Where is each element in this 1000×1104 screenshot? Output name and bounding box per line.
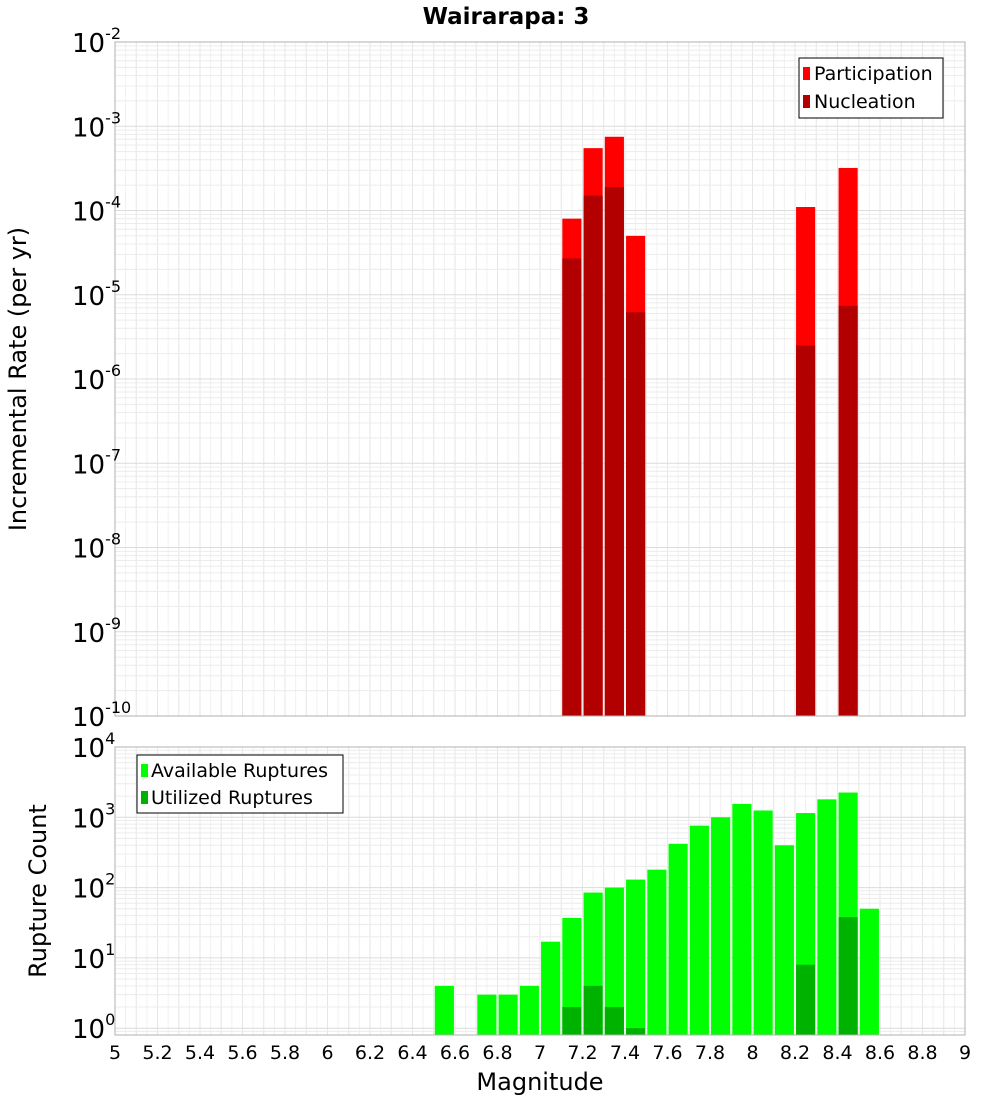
x-tick-label: 5.2 (142, 1042, 172, 1064)
x-tick-labels: 5 5.2 5.4 5.6 5.8 6 6.2 6.4 6.6 6.8 7 7.2 7.4 7.6 7.8 8… (109, 1042, 971, 1064)
bottom-legend: Available Ruptures Utilized Ruptures (136, 754, 344, 814)
bottom-y-tick-label: 103 (72, 799, 115, 834)
x-tick-label: 7 (534, 1042, 546, 1064)
bar-available-ruptures (604, 887, 624, 1035)
legend-label-participation: Participation (814, 63, 933, 85)
bar-nucleation (626, 312, 646, 716)
bar-available-ruptures (817, 799, 837, 1035)
chart-title: Wairarapa: 3 (423, 4, 590, 30)
legend-swatch-available (141, 764, 148, 777)
bottom-y-tick-labels: 104 103 102 101 100 (72, 729, 115, 1045)
top-y-tick-label: 10-9 (72, 614, 121, 649)
bottom-y-tick-label: 100 (72, 1010, 115, 1045)
top-y-tick-label: 10-7 (72, 445, 121, 480)
x-tick-label: 5.6 (227, 1042, 257, 1064)
top-y-tick-label: 10-8 (72, 530, 121, 565)
x-tick-label: 9 (959, 1042, 971, 1064)
top-y-tick-label: 10-10 (72, 698, 131, 733)
bar-utilized-ruptures (562, 1007, 582, 1035)
bottom-legend-box (136, 754, 344, 814)
bar-available-ruptures (859, 908, 879, 1035)
bottom-y-tick-label: 104 (72, 729, 115, 764)
bar-utilized-ruptures (796, 964, 816, 1035)
bar-available-ruptures (647, 869, 667, 1035)
bar-available-ruptures (519, 985, 539, 1035)
top-plot-border (114, 41, 966, 717)
bar-available-ruptures (668, 843, 688, 1035)
top-y-axis-label: Incremental Rate (per yr) (4, 227, 32, 531)
top-y-tick-label: 10-5 (72, 277, 121, 312)
bar-available-ruptures (477, 994, 497, 1035)
bar-available-ruptures (711, 817, 731, 1035)
bottom-y-tick-label: 102 (72, 870, 115, 905)
top-legend: Participation Nucleation (798, 57, 944, 119)
x-axis-label: Magnitude (476, 1068, 603, 1096)
bottom-y-axis-label: Rupture Count (24, 804, 52, 978)
top-y-tick-label: 10-4 (72, 193, 121, 228)
bar-available-ruptures (774, 845, 794, 1035)
x-tick-label: 5.8 (270, 1042, 300, 1064)
legend-swatch-nucleation (803, 95, 810, 108)
bar-available-ruptures (753, 810, 773, 1035)
bar-nucleation (796, 345, 816, 716)
top-y-tick-labels: 10-2 10-3 10-4 10-5 10-6 10-7 10-8 10-9 10-10 (72, 24, 131, 733)
bar-utilized-ruptures (838, 917, 858, 1035)
bottom-bars (434, 792, 879, 1035)
bar-available-ruptures (541, 941, 561, 1035)
bar-available-ruptures (434, 985, 454, 1035)
x-tick-label: 8.8 (907, 1042, 937, 1064)
x-tick-label: 5.4 (185, 1042, 215, 1064)
x-tick-label: 6 (321, 1042, 333, 1064)
x-tick-label: 5 (109, 1042, 121, 1064)
bottom-plot-border (114, 746, 966, 1036)
x-tick-label: 6.6 (440, 1042, 470, 1064)
x-tick-label: 7.4 (610, 1042, 640, 1064)
legend-swatch-utilized (141, 791, 148, 804)
x-tick-label: 8.4 (822, 1042, 852, 1064)
legend-label-available: Available Ruptures (151, 760, 328, 782)
top-y-tick-label: 10-6 (72, 361, 121, 396)
bar-available-ruptures (498, 994, 518, 1035)
bar-utilized-ruptures (626, 1028, 646, 1035)
x-tick-label: 6.8 (482, 1042, 512, 1064)
x-tick-label: 8.6 (865, 1042, 895, 1064)
top-grid (114, 41, 966, 717)
x-tick-label: 7.8 (695, 1042, 725, 1064)
bar-available-ruptures (626, 879, 646, 1035)
top-y-tick-label: 10-3 (72, 108, 121, 143)
bar-nucleation (838, 305, 858, 716)
legend-swatch-participation (803, 67, 810, 80)
bar-available-ruptures (732, 803, 752, 1035)
bar-available-ruptures (689, 825, 709, 1035)
bar-nucleation (562, 258, 582, 716)
x-tick-label: 8 (746, 1042, 758, 1064)
bar-nucleation (583, 195, 603, 716)
x-tick-label: 6.2 (355, 1042, 385, 1064)
x-tick-label: 7.6 (652, 1042, 682, 1064)
bottom-y-tick-label: 101 (72, 940, 115, 975)
legend-label-utilized: Utilized Ruptures (151, 787, 313, 809)
top-legend-box (798, 57, 944, 119)
bar-available-ruptures (562, 917, 582, 1035)
x-tick-label: 7.2 (567, 1042, 597, 1064)
top-panel: 10-2 10-3 10-4 10-5 10-6 10-7 10-8 10-9 10-10 In… (4, 24, 966, 733)
bar-utilized-ruptures (604, 1007, 624, 1035)
top-bars (562, 136, 858, 717)
legend-label-nucleation: Nucleation (814, 91, 916, 113)
bottom-panel: 104 103 102 101 100 5 5.2 5.4 5.6 5.8 6 6.2 6.4 6.6 6… (24, 729, 971, 1096)
x-tick-label: 6.4 (397, 1042, 427, 1064)
top-y-tick-label: 10-2 (72, 24, 121, 59)
bar-nucleation (604, 187, 624, 716)
x-tick-label: 8.2 (780, 1042, 810, 1064)
bar-utilized-ruptures (583, 985, 603, 1035)
